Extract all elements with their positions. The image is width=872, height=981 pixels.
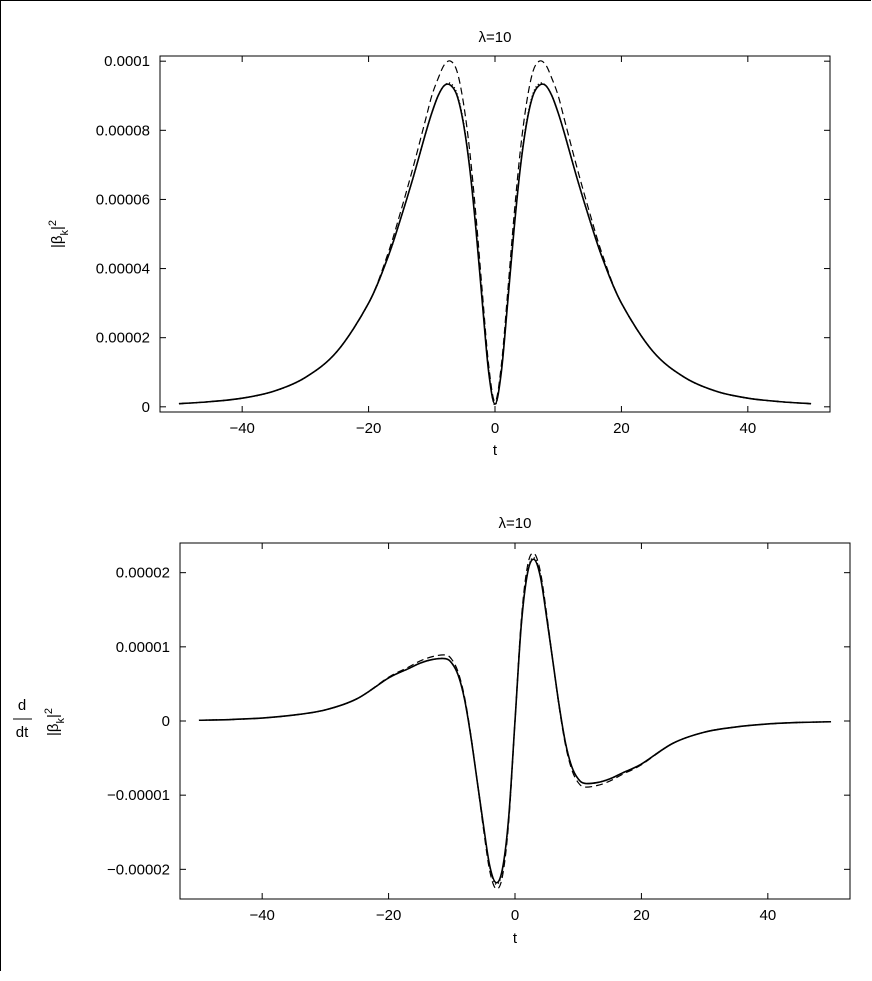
x-tick-label: −40 [229, 420, 254, 437]
curves [198, 552, 832, 890]
y-tick-label: 0.00006 [96, 191, 150, 208]
curves [178, 60, 812, 406]
axis-ticks: −40 −20 0 20 40 −0.00002 −0.00001 0 0.00001 0.000… [107, 543, 850, 924]
chart-derivative: λ=10 −40 −20 0 20 40 −0.00002 −0.00001 0 0.00001… [13, 515, 851, 947]
y-axis-label-d: d [18, 697, 26, 714]
x-tick-label: −20 [356, 420, 381, 437]
y-tick-label: −0.00001 [107, 787, 170, 804]
x-tick-label: −40 [249, 907, 274, 924]
x-tick-label: 20 [613, 420, 630, 437]
y-tick-label: 0.00004 [96, 261, 150, 278]
y-axis-label-bar: | [45, 714, 62, 718]
y-tick-label: 0 [142, 399, 150, 416]
y-tick-label: 0.0001 [104, 53, 150, 70]
series-line-dashed [198, 552, 832, 890]
x-tick-label: 20 [633, 907, 650, 924]
y-axis-label: |βk|2 [43, 708, 67, 736]
y-axis-label-main: |β [49, 235, 66, 248]
series-line-solid [178, 83, 812, 405]
x-tick-label: 40 [759, 907, 776, 924]
chart-title: λ=10 [499, 515, 532, 532]
y-tick-label: 0.00001 [116, 639, 170, 656]
axis-ticks: −40 −20 0 20 40 0 0.00002 0.00004 0.00006 0.00008… [96, 53, 830, 437]
series-line-dotted [178, 82, 812, 406]
y-axis-label: |βk|2 [47, 220, 71, 248]
plot-frame [159, 55, 831, 413]
y-axis-label-main: |β [45, 723, 62, 736]
y-axis-label-subscript: k [59, 230, 71, 236]
x-axis-label: t [513, 930, 518, 947]
x-tick-label: 0 [511, 907, 519, 924]
y-axis-label-subscript: k [55, 718, 67, 724]
y-axis-label-dt: dt [16, 724, 29, 741]
y-axis-label-bar: | [49, 226, 66, 230]
x-tick-label: 40 [739, 420, 756, 437]
y-tick-label: 0.00008 [96, 122, 150, 139]
y-axis-label-superscript: 2 [43, 708, 55, 714]
y-axis-label-superscript: 2 [47, 220, 59, 226]
x-axis-label: t [493, 442, 498, 459]
y-tick-label: 0.00002 [96, 330, 150, 347]
x-tick-label: −20 [376, 907, 401, 924]
y-tick-label: 0 [162, 713, 170, 730]
y-tick-label: −0.00002 [107, 861, 170, 878]
x-tick-label: 0 [491, 420, 499, 437]
y-tick-label: 0.00002 [116, 565, 170, 582]
series-line-dashed [178, 60, 812, 405]
chart-beta-squared: λ=10 −40 −20 0 20 40 0 0.00002 0.00004 0.00006 0.… [47, 29, 831, 459]
chart-title: λ=10 [479, 29, 512, 46]
